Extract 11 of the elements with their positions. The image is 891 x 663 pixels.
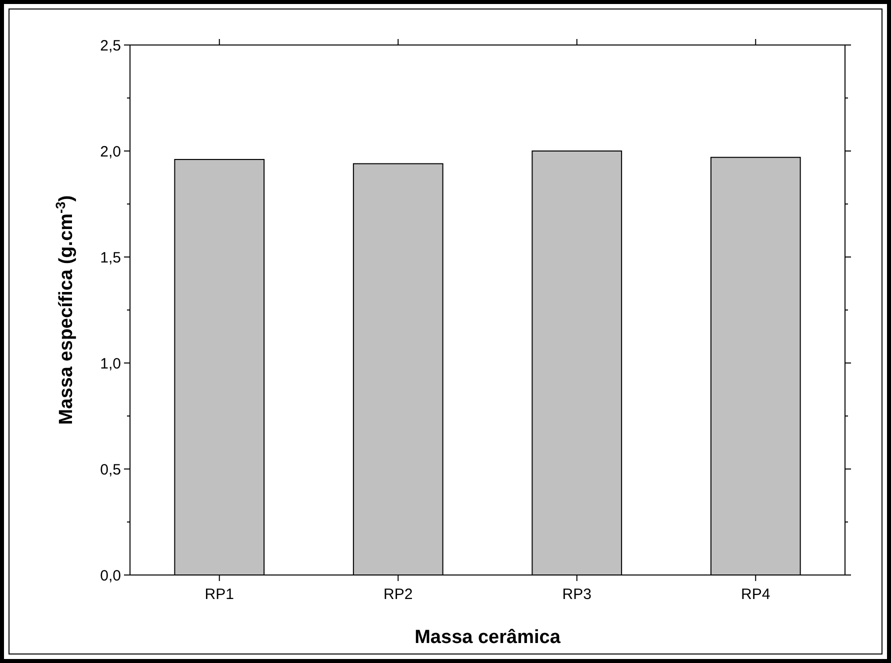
y-tick-label: 2,0 [100,143,121,160]
y-tick-label: 2,5 [100,37,121,54]
y-tick-label: 0,0 [100,567,121,584]
x-tick-label: RP2 [384,586,413,603]
y-tick-label: 1,5 [100,249,121,266]
y-tick-label: 0,5 [100,461,121,478]
x-tick-label: RP4 [741,586,770,603]
x-axis-title: Massa cerâmica [414,627,561,648]
x-tick-label: RP3 [562,586,592,603]
y-tick-label: 1,0 [100,355,121,372]
x-tick-label: RP1 [204,586,234,603]
